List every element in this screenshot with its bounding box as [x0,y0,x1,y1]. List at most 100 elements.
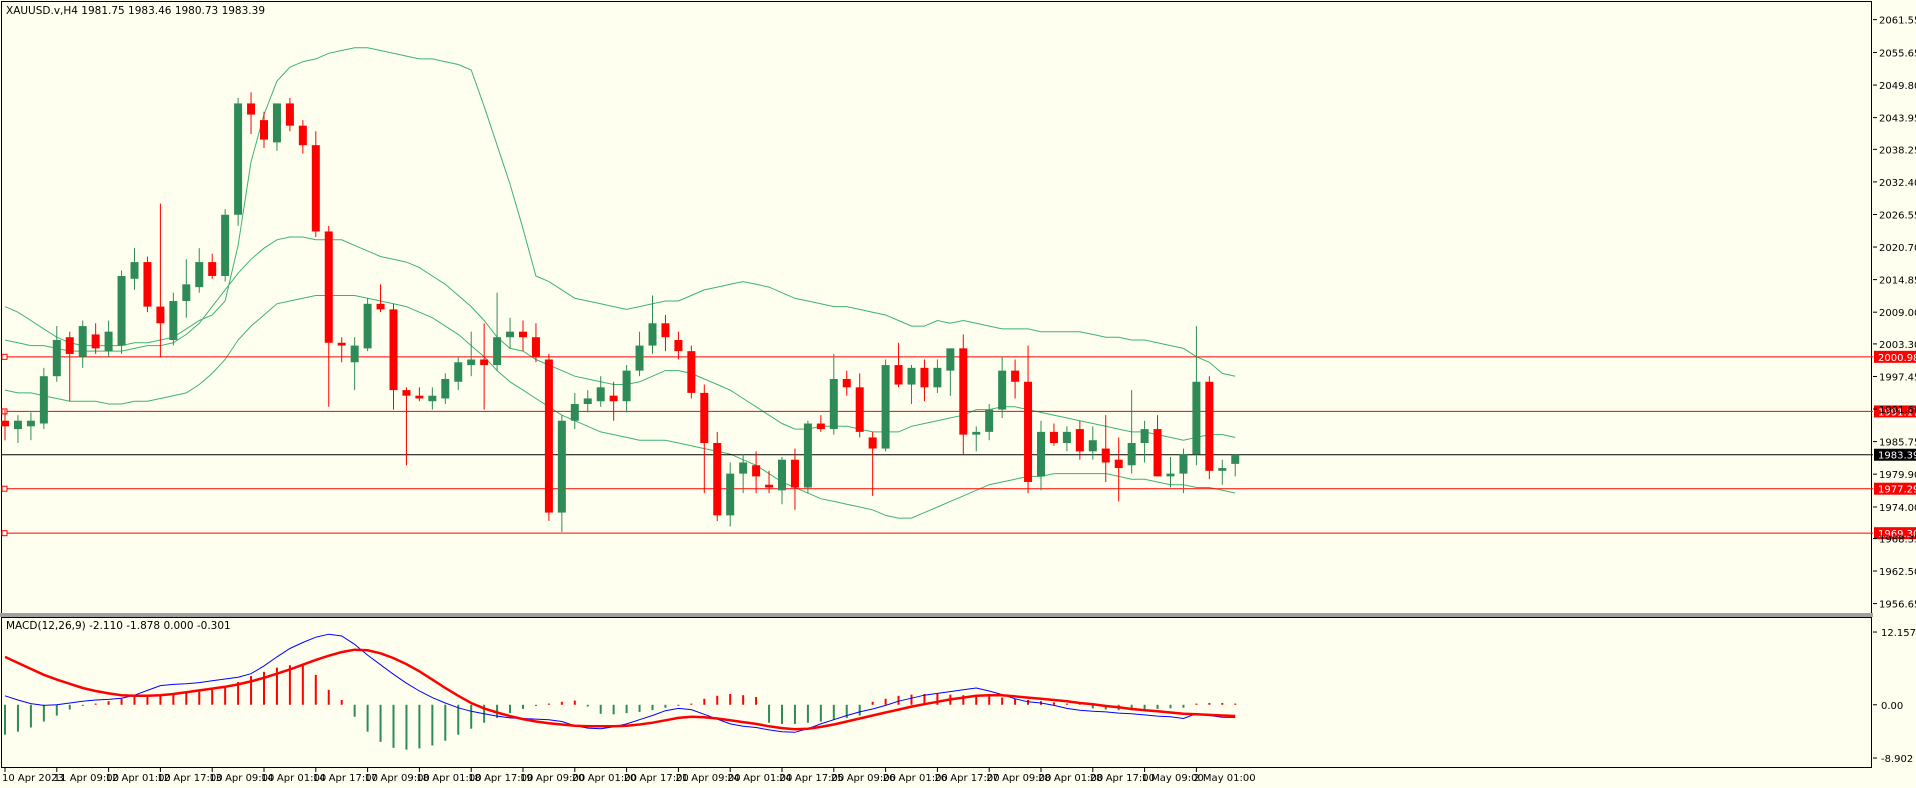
candle-body-bear [920,367,929,388]
time-tick-label: 24 Apr 17:00 [779,773,844,784]
candle-body-bull [972,431,981,435]
time-tick-label: 28 Apr 17:00 [1090,773,1155,784]
horizontal-levels[interactable]: 2000.98 1991.17 1977.29 1969.30 1983.39 [1,350,1916,540]
candle-body-bull [272,103,281,143]
price-tick-label: 2014.85 [1879,276,1916,287]
candle-body-bull [946,348,955,371]
price-tick-label: 1985.75 [1879,438,1916,449]
price-tick-label: 2032.40 [1879,178,1916,189]
time-tick-label: 19 Apr 09:00 [520,773,585,784]
candle-body-bear [544,359,553,513]
time-tick-label: 17 Apr 09:00 [365,773,430,784]
candle-body-bear [247,103,256,115]
level-tag-label: 1977.29 [1878,485,1916,496]
candle-body-bear [65,337,74,354]
time-tick-label: 1 May 09:00 [1142,773,1204,784]
candle-body-bull [907,367,916,385]
price-tick-label: 1997.45 [1879,372,1916,383]
time-tick-label: 11 Apr 09:00 [54,773,119,784]
candle-body-bull [635,345,644,371]
candle-body-bull [1231,454,1240,464]
price-tick-label: 1962.50 [1879,567,1916,578]
candle-body-bear [298,125,307,146]
candle-body-bull [1037,431,1045,477]
price-pane[interactable]: 2000.98 1991.17 1977.29 1969.30 1983.39 XAUU… [1,1,1916,614]
macd-signal-line [4,648,1236,731]
price-tick-label: 2020.70 [1879,243,1916,254]
time-tick-label: 13 Apr 09:00 [209,773,274,784]
macd-title: MACD(12,26,9) -2.110 -1.878 0.000 -0.301 [6,620,231,632]
candle-body-bear [208,262,217,276]
candle-body-bear [1153,429,1162,477]
candle-body-bear [376,303,385,310]
candle-body-bear [311,145,320,232]
symbol-info: XAUUSD.v,H4 1981.75 1983.46 1980.73 1983… [6,5,265,17]
candle-body-bear [415,395,424,399]
macd-pane-border [1,617,1872,768]
candle-body-bear [816,423,825,430]
candle-body-bull [881,365,890,449]
level-tag [1874,405,1916,418]
candle-body-bear [790,459,799,488]
candle-body-bear [1049,431,1058,443]
candle-body-bull [596,387,605,402]
candle-body-bear [1075,429,1084,452]
candle-body-bull [467,359,476,366]
candle-body-bull [221,214,230,276]
candle-body-bull [52,340,61,377]
price-tick-label: 2061.55 [1879,16,1916,27]
current-price-tag [1874,448,1916,461]
macd-tick-label: 12.157 [1881,628,1916,639]
candle-body-bull [1179,454,1188,474]
candle-body-bull [998,370,1007,410]
price-tick-label: 2038.25 [1879,145,1916,156]
macd-tick-label: 0.00 [1881,701,1903,712]
macd-axis: 12.157 0.00 -8.902 [1873,628,1916,765]
candle-body-bear [324,231,333,343]
candle-body-bull [78,326,87,357]
candle-body-bull [622,370,631,402]
candle-body-bear [713,442,722,516]
time-tick-label: 18 Apr 01:00 [416,773,481,784]
candle-body-bull [130,262,139,279]
time-tick-label: 21 Apr 09:00 [675,773,740,784]
candle-body-bear [894,365,903,385]
macd-pane[interactable]: MACD(12,26,9) -2.110 -1.878 0.000 -0.301 [1,617,1872,768]
candlesticks [1,92,1240,533]
pane-separator[interactable] [0,613,1873,617]
time-tick-label: 12 Apr 17:00 [157,773,222,784]
candle-body-bull [778,459,786,491]
candle-body-bear [1101,448,1110,463]
macd-indicator [4,633,1237,750]
candle-body-bear [1205,381,1214,471]
time-tick-label: 14 Apr 17:00 [313,773,378,784]
candle-body-bear [765,484,774,488]
candle-body-bear [1,420,9,427]
time-tick-label: 25 Apr 09:00 [831,773,896,784]
candle-body-bear [959,348,968,435]
candle-body-bull [441,378,450,399]
price-tick-label: 1991.60 [1879,405,1916,416]
candle-body-bear [1024,381,1033,482]
candle-body-bear [260,120,268,140]
candle-body-bull [454,362,463,382]
price-tick-label: 1968.35 [1879,534,1916,545]
candle-body-bear [609,395,618,402]
candle-body-bull [1192,381,1201,455]
price-tick-label: 1974.00 [1879,503,1916,514]
price-axis: 2061.55 2055.65 2049.80 2043.95 2038.25 2032.… [1873,16,1916,611]
time-tick-label: 27 Apr 09:00 [986,773,1051,784]
candle-body-bull [13,420,22,430]
level-tag [1874,350,1916,363]
candle-body-bear [402,390,411,396]
time-tick-label: 18 Apr 17:00 [468,773,533,784]
price-tick-label: 2043.95 [1879,114,1916,125]
bollinger-upper-line [4,47,1236,377]
candle-body-bull [363,303,372,349]
time-tick-label: 10 Apr 2023 [2,773,64,784]
price-tick-label: 2049.80 [1879,81,1916,92]
candle-body-bear [700,392,709,443]
candle-body-bear [143,262,152,307]
